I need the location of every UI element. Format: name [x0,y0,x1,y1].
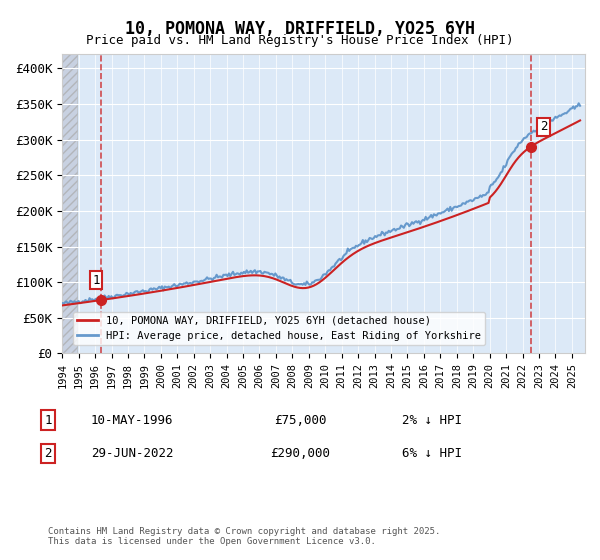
Text: Price paid vs. HM Land Registry's House Price Index (HPI): Price paid vs. HM Land Registry's House … [86,34,514,46]
Text: 2: 2 [540,120,547,133]
Text: 1: 1 [92,274,100,287]
Text: £75,000: £75,000 [274,413,326,427]
Text: 2% ↓ HPI: 2% ↓ HPI [402,413,462,427]
Text: 1: 1 [44,413,52,427]
Text: 10, POMONA WAY, DRIFFIELD, YO25 6YH: 10, POMONA WAY, DRIFFIELD, YO25 6YH [125,20,475,38]
Text: £290,000: £290,000 [270,447,330,460]
Bar [62,54,77,353]
Text: 6% ↓ HPI: 6% ↓ HPI [402,447,462,460]
Text: 2: 2 [44,447,52,460]
Legend: 10, POMONA WAY, DRIFFIELD, YO25 6YH (detached house), HPI: Average price, detach: 10, POMONA WAY, DRIFFIELD, YO25 6YH (det… [73,312,485,346]
Text: 10-MAY-1996: 10-MAY-1996 [91,413,173,427]
Text: 29-JUN-2022: 29-JUN-2022 [91,447,173,460]
Text: Contains HM Land Registry data © Crown copyright and database right 2025.
This d: Contains HM Land Registry data © Crown c… [48,526,440,546]
